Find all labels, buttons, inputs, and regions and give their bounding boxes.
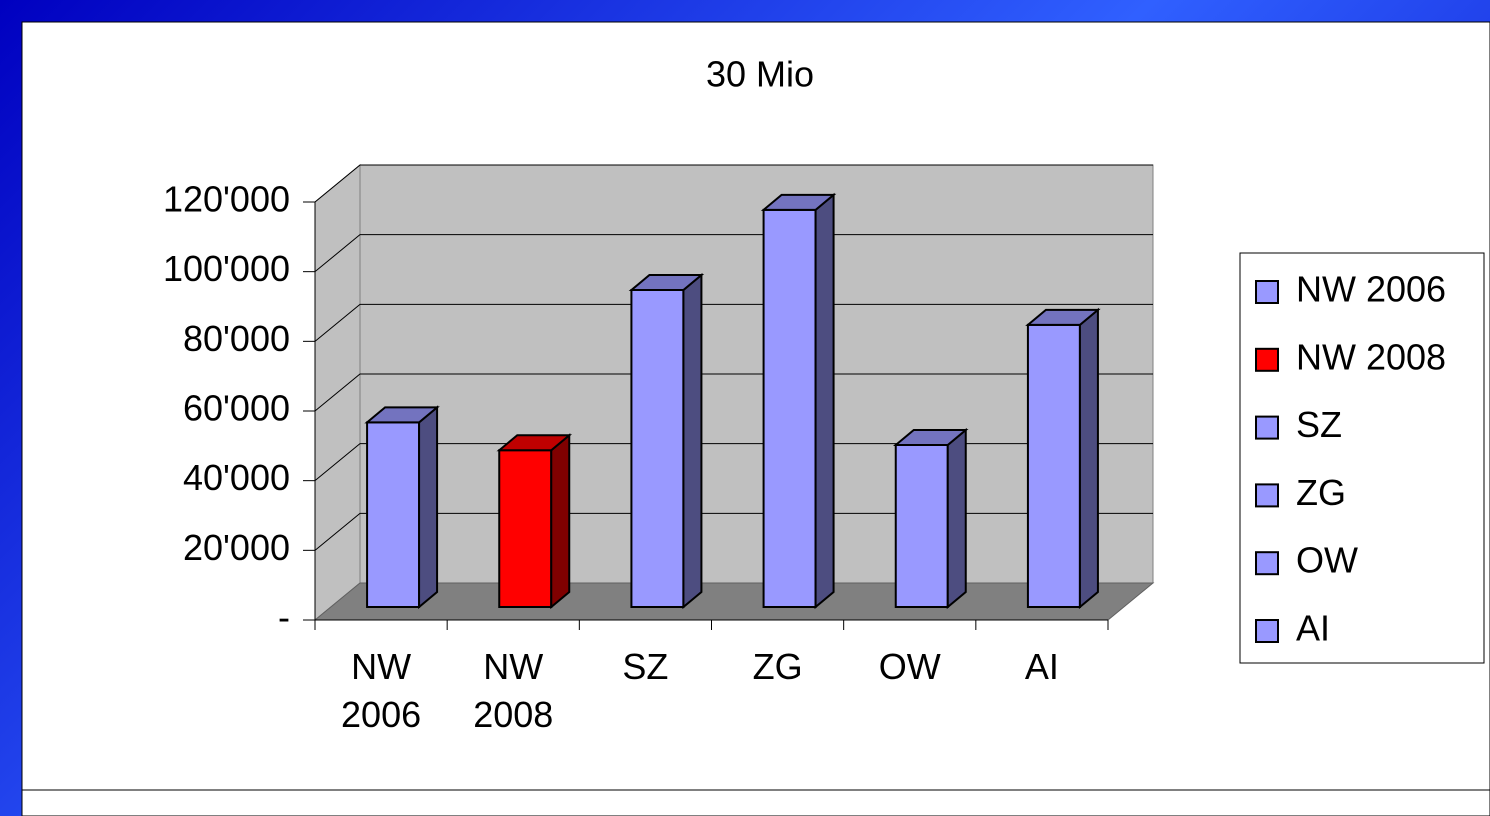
legend-label: NW 2008 [1296, 336, 1446, 377]
legend [1239, 252, 1485, 664]
bar [760, 192, 837, 610]
bar-top [1025, 308, 1101, 326]
x-tick-label: AI [1024, 646, 1059, 687]
bar-side [814, 192, 835, 610]
x-tick-label: OW [878, 646, 941, 687]
legend-swatch [1255, 415, 1279, 440]
legend-swatch [1255, 483, 1279, 508]
bar-top [628, 274, 705, 292]
x-tick-label-box: OW [878, 646, 941, 687]
legend-swatch [1255, 347, 1279, 372]
x-tick-label: SZ [622, 646, 669, 687]
bar-front [1026, 323, 1081, 608]
y-tick-label: 40'000 [183, 457, 290, 498]
bar [364, 405, 440, 610]
grid-line [314, 164, 1153, 203]
y-tick-label: 100'000 [163, 248, 290, 289]
bar [628, 272, 705, 610]
legend-swatch [1255, 619, 1279, 643]
y-tick-label: 20'000 [183, 527, 290, 568]
legend-swatch [1255, 551, 1279, 576]
bar-side [682, 272, 703, 610]
bar-front [498, 449, 553, 608]
bar-side [418, 405, 439, 610]
legend-label: SZ [1296, 404, 1342, 445]
legend-swatch [1255, 280, 1279, 304]
bar-top [496, 434, 573, 452]
bar [496, 433, 573, 610]
bar-top [760, 193, 837, 211]
bar [892, 427, 969, 610]
y-tick-label: 120'000 [163, 179, 290, 220]
chart-title: 30 Mio [706, 54, 814, 95]
grid-line [314, 443, 1153, 482]
grid-line [314, 373, 1153, 412]
x-tick-label: NW 2006 [341, 646, 422, 735]
x-tick-label: NW 2008 [473, 646, 554, 735]
bar-top [892, 429, 969, 447]
x-tick-label-box: SZ [622, 646, 669, 687]
bar-front [894, 444, 949, 608]
legend-label: AI [1296, 608, 1330, 649]
legend-label: OW [1296, 540, 1358, 581]
bar-side [550, 433, 571, 610]
x-tick-label-box: AI [1024, 646, 1059, 687]
legend-label: NW 2006 [1296, 269, 1446, 310]
legend-label: ZG [1296, 472, 1346, 513]
x-tick-label-box: NW 2008 [473, 646, 554, 735]
x-tick-label: ZG [752, 646, 803, 687]
y-tick-label: 60'000 [183, 388, 290, 429]
x-tick-label-box: ZG [752, 646, 803, 687]
bar-side [946, 427, 967, 610]
grid-line [314, 512, 1153, 551]
bar-front [366, 421, 421, 608]
y-tick-label: 80'000 [183, 318, 290, 359]
x-tick-label-box: NW 2006 [341, 646, 422, 735]
bar-top [364, 406, 440, 424]
bar-front [630, 289, 685, 608]
grid-line [314, 303, 1153, 342]
grid-line [314, 234, 1153, 273]
y-tick-label: - [278, 597, 290, 638]
bar-side [1078, 307, 1099, 610]
bar [1025, 307, 1101, 610]
bar-front [762, 208, 817, 608]
